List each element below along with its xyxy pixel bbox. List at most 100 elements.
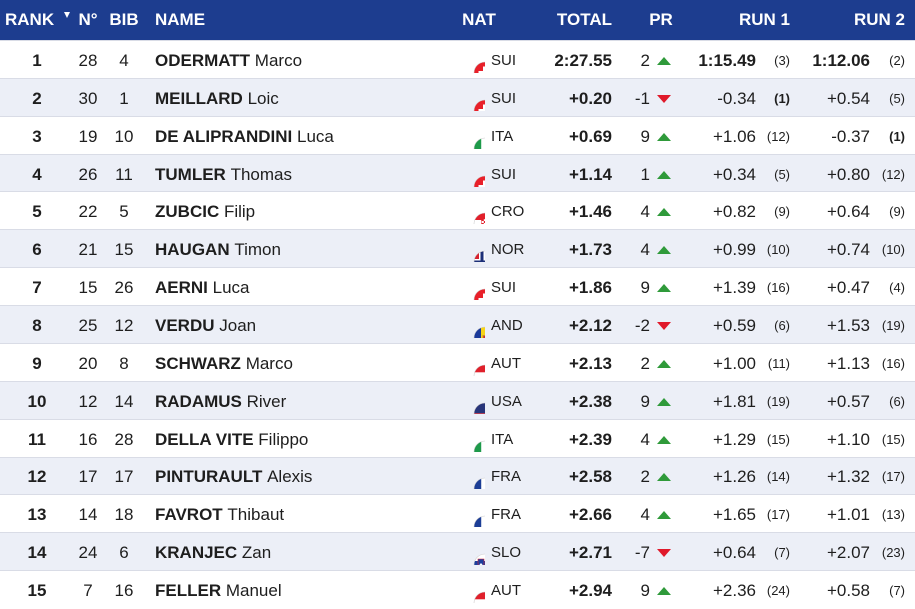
start-number: 17 xyxy=(78,467,98,487)
total-time: +0.69 xyxy=(568,126,612,146)
flag xyxy=(461,352,485,376)
flag xyxy=(461,541,485,565)
start-number: 21 xyxy=(78,240,98,260)
surname: DE ALIPRANDINI xyxy=(155,126,293,146)
total-time: 2:27.55 xyxy=(554,50,612,70)
surname: FAVROT xyxy=(155,505,223,525)
result-row: 11 16 28 DELLA VITE Filippo ITA +2.39 4 +1.29 (1… xyxy=(0,418,915,458)
result-row: 6 21 15 HAUGAN Timon NOR +1.73 4 +0.99 (10) +0.74… xyxy=(0,229,915,269)
col-header: NAT xyxy=(462,10,496,29)
total-time: +2.66 xyxy=(568,505,612,525)
col-header: N° xyxy=(78,10,98,29)
start-number: 26 xyxy=(78,164,98,184)
total-time: +2.13 xyxy=(568,353,612,373)
run1-time: +1.29 xyxy=(712,429,756,449)
nation: NOR xyxy=(491,241,525,259)
run2-rank: (4) xyxy=(889,280,905,296)
run2-time: -0.37 xyxy=(831,126,870,146)
start-number: 28 xyxy=(78,50,98,70)
run2-time: +1.10 xyxy=(826,429,870,449)
flag xyxy=(461,276,485,300)
pr-value: 2 xyxy=(640,50,650,70)
run2-rank: (5) xyxy=(889,90,905,106)
athlete-name: FELLER Manuel xyxy=(155,581,282,601)
rank: 9 xyxy=(32,353,42,373)
athlete-name: KRANJEC Zan xyxy=(155,543,271,563)
run1-rank: (12) xyxy=(766,128,790,144)
start-number: 7 xyxy=(83,581,93,601)
athlete-name: PINTURAULT Alexis xyxy=(155,467,312,487)
athlete-name: FAVROT Thibaut xyxy=(155,505,284,525)
athlete-name: DE ALIPRANDINI Luca xyxy=(155,127,334,147)
run2-time: +1.32 xyxy=(826,467,870,487)
flag xyxy=(461,314,485,338)
run1-rank: (9) xyxy=(774,204,790,220)
athlete-name: DELLA VITE Filippo xyxy=(155,430,308,450)
total-time: +2.94 xyxy=(568,581,612,601)
run1-rank: (10) xyxy=(766,242,790,258)
rank: 14 xyxy=(27,543,47,563)
surname: ODERMATT xyxy=(155,50,251,70)
run2-rank: (6) xyxy=(889,393,905,409)
pr-value: -1 xyxy=(634,88,650,108)
total-time: +1.46 xyxy=(568,202,612,222)
flag xyxy=(461,125,485,149)
pr-arrow xyxy=(657,132,671,141)
rank: 1 xyxy=(32,50,42,70)
pr-arrow xyxy=(657,246,671,255)
run2-rank: (13) xyxy=(881,507,905,523)
start-number: 24 xyxy=(78,543,98,563)
start-number: 22 xyxy=(78,202,98,222)
surname: HAUGAN xyxy=(155,240,230,260)
given-name: Alexis xyxy=(267,467,313,487)
nation: SUI xyxy=(491,279,517,297)
pr-arrow xyxy=(657,170,671,179)
bib: 8 xyxy=(119,353,129,373)
athlete-name: MEILLARD Loic xyxy=(155,89,279,109)
run2-time: +0.47 xyxy=(826,278,870,298)
run1-time: +0.82 xyxy=(712,202,756,222)
result-row: 15 7 16 FELLER Manuel AUT +2.94 9 +2.36 (24) +0.5… xyxy=(0,570,915,609)
col-header[interactable]: RANK xyxy=(5,10,55,29)
run2-time: +1.01 xyxy=(826,505,870,525)
result-row: 7 15 26 AERNI Luca SUI +1.86 9 +1.39 (16) +0.47 (4… xyxy=(0,267,915,306)
nation: FRA xyxy=(491,506,521,524)
given-name: Filippo xyxy=(258,429,309,449)
pr-arrow xyxy=(657,397,671,406)
pr-value: 9 xyxy=(640,391,650,411)
pr-arrow xyxy=(657,284,671,293)
total-time: +2.58 xyxy=(568,467,612,487)
run1-time: +0.64 xyxy=(712,543,756,563)
flag xyxy=(461,579,485,603)
bib: 11 xyxy=(115,164,133,184)
total-time: +1.14 xyxy=(568,164,612,184)
start-number: 25 xyxy=(78,316,98,335)
run2-time: 1:12.06 xyxy=(812,50,870,70)
nation: USA xyxy=(491,392,522,410)
rank: 7 xyxy=(32,278,42,298)
run1-rank: (19) xyxy=(766,393,790,409)
given-name: Filip xyxy=(223,202,256,222)
flag xyxy=(461,390,485,414)
surname: AERNI xyxy=(155,278,208,298)
header-bar: RANK N° BIB NAME NAT TOTAL PR RUN 1 RUN … xyxy=(0,0,915,40)
athlete-name: RADAMUS River xyxy=(155,392,286,412)
bib: 12 xyxy=(114,316,134,335)
run1-rank: (7) xyxy=(774,545,790,561)
run2-rank: (15) xyxy=(881,431,905,447)
total-time: +2.39 xyxy=(568,429,612,449)
pr-arrow xyxy=(657,322,671,330)
bib: 1 xyxy=(119,88,129,108)
nation: AND xyxy=(491,317,523,334)
result-row: 13 14 18 FAVROT Thibaut FRA +2.66 4 +1.65 (17) +1… xyxy=(0,494,915,533)
flag xyxy=(461,465,485,489)
athlete-name: SCHWARZ Marco xyxy=(155,354,293,374)
rank: 12 xyxy=(27,467,47,487)
surname: SCHWARZ xyxy=(155,353,241,373)
given-name: Luca xyxy=(297,126,334,146)
pr-value: 4 xyxy=(640,240,650,260)
run1-rank: (14) xyxy=(766,469,790,485)
run1-time: +1.26 xyxy=(712,467,756,487)
run1-time: +1.06 xyxy=(712,126,756,146)
